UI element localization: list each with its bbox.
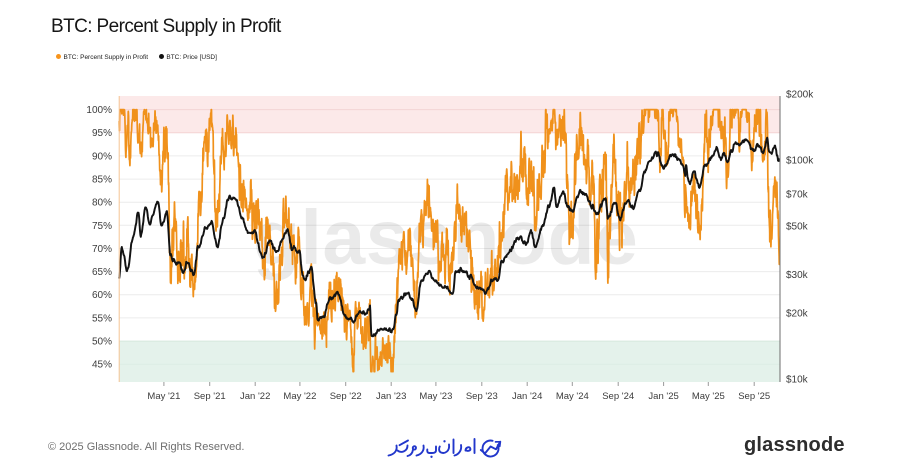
svg-text:$70k: $70k xyxy=(786,189,809,200)
svg-text:Jan '24: Jan '24 xyxy=(512,391,542,402)
svg-text:Sep '23: Sep '23 xyxy=(466,391,498,402)
svg-text:90%: 90% xyxy=(92,151,112,162)
svg-text:$30k: $30k xyxy=(786,270,809,281)
svg-text:$10k: $10k xyxy=(786,374,809,385)
svg-text:Sep '25: Sep '25 xyxy=(738,391,770,402)
svg-text:$100k: $100k xyxy=(786,155,814,166)
svg-text:Jan '23: Jan '23 xyxy=(376,391,406,402)
svg-text:80%: 80% xyxy=(92,198,112,209)
svg-text:May '23: May '23 xyxy=(419,391,452,402)
svg-text:55%: 55% xyxy=(92,313,112,324)
svg-text:100%: 100% xyxy=(86,105,112,116)
svg-text:50%: 50% xyxy=(92,337,112,348)
svg-text:75%: 75% xyxy=(92,221,112,232)
svg-text:Jan '25: Jan '25 xyxy=(648,391,678,402)
svg-text:Sep '24: Sep '24 xyxy=(602,391,634,402)
svg-text:85%: 85% xyxy=(92,175,112,186)
svg-text:45%: 45% xyxy=(92,360,112,371)
svg-text:$200k: $200k xyxy=(786,89,814,100)
svg-text:May '22: May '22 xyxy=(283,391,316,402)
svg-text:65%: 65% xyxy=(92,267,112,278)
svg-text:95%: 95% xyxy=(92,128,112,139)
svg-text:Sep '21: Sep '21 xyxy=(194,391,226,402)
svg-text:Jan '22: Jan '22 xyxy=(240,391,270,402)
svg-text:May '25: May '25 xyxy=(692,391,725,402)
svg-text:$20k: $20k xyxy=(786,309,809,320)
svg-text:60%: 60% xyxy=(92,290,112,301)
svg-text:70%: 70% xyxy=(92,244,112,255)
svg-text:May '24: May '24 xyxy=(556,391,589,402)
svg-text:$50k: $50k xyxy=(786,221,809,232)
svg-text:Sep '22: Sep '22 xyxy=(330,391,362,402)
svg-text:May '21: May '21 xyxy=(147,391,180,402)
